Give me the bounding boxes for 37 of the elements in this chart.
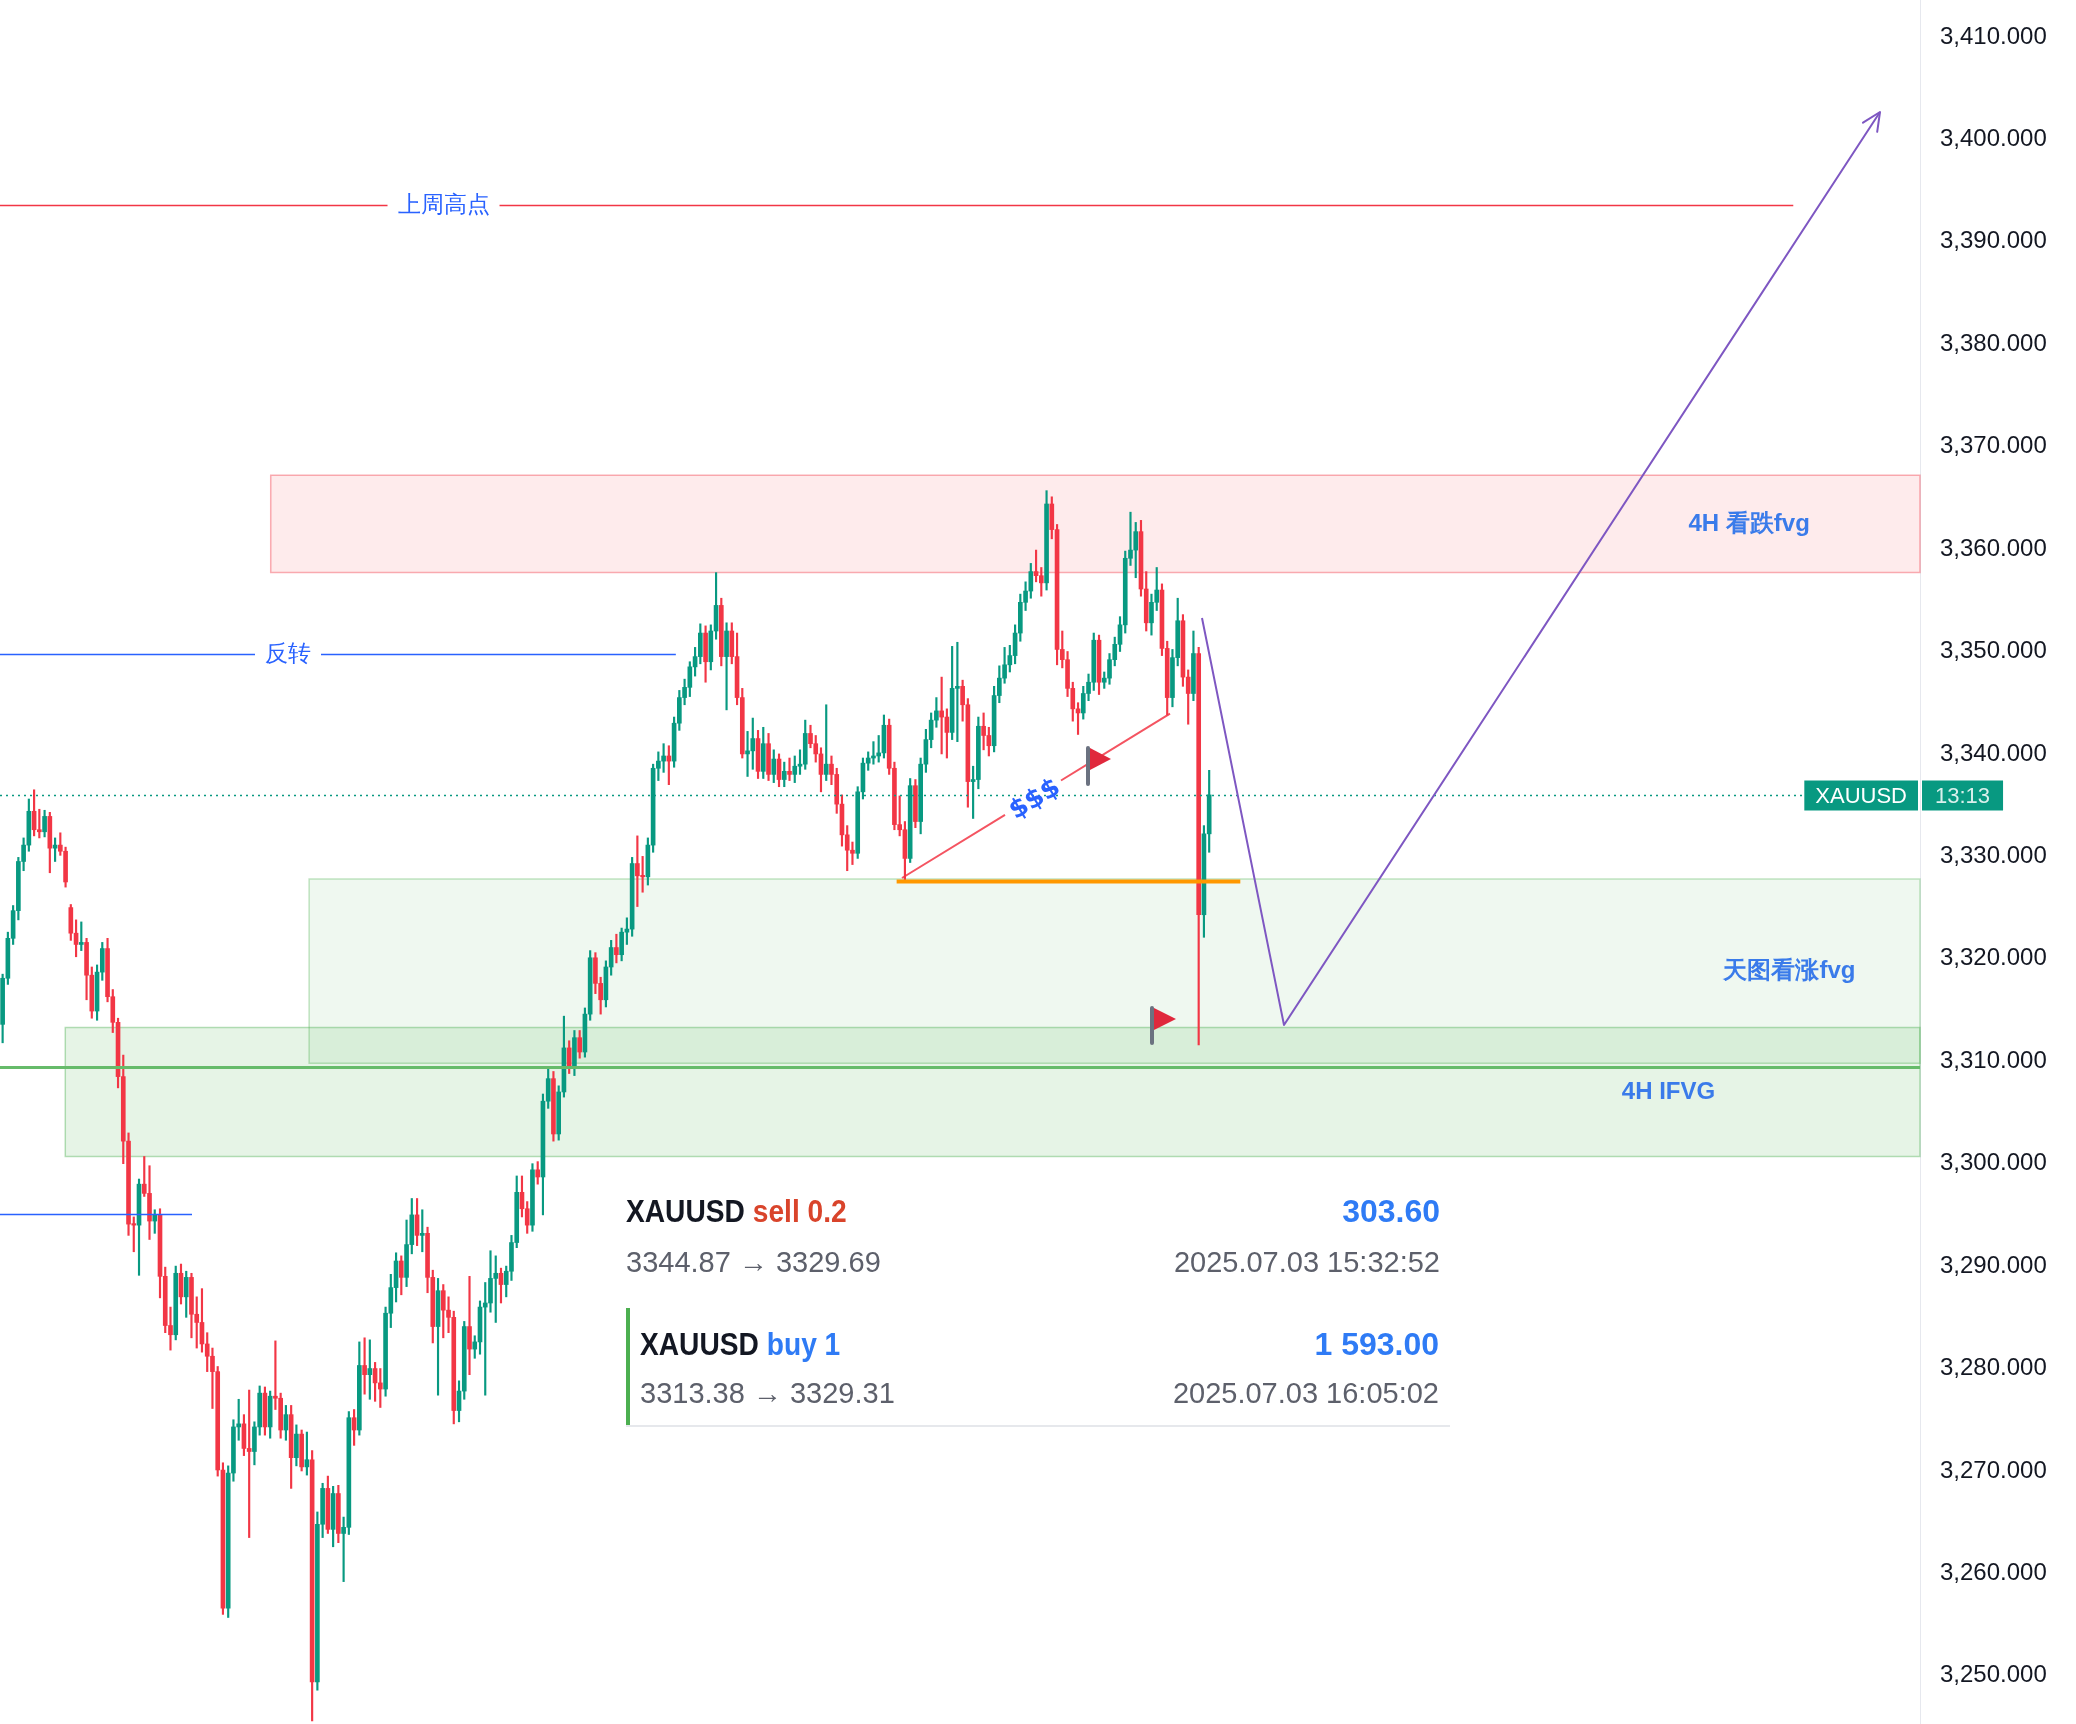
y-tick-label: 3,250.000 (1940, 1660, 2047, 1688)
annotation: 1 593.00 (1314, 1326, 1439, 1362)
ref-line-label: 反转 (265, 640, 311, 667)
candlestick (724, 622, 729, 711)
y-tick-label: 3,320.000 (1940, 943, 2047, 971)
y-tick-label: 3,390.000 (1940, 226, 2047, 254)
annotation: 2025.07.03 16:05:02 (1172, 1376, 1439, 1409)
band-label: 天图看涨fvg (1722, 955, 1856, 983)
y-tick-label: 3,360.000 (1940, 533, 2047, 561)
y-tick-label: 3,400.000 (1940, 123, 2047, 151)
y-tick-label: 3,380.000 (1940, 328, 2047, 356)
ref-line-label: XAUUSD (1815, 782, 1907, 808)
y-tick-label: 3,280.000 (1940, 1353, 2047, 1381)
annotation: XAUUSD sell 0.2 (626, 1193, 847, 1229)
y-tick-label: 3,330.000 (1940, 840, 2047, 868)
y-tick-label: 3,310.000 (1940, 1045, 2047, 1073)
candlestick (467, 1276, 472, 1376)
candlestick (787, 757, 792, 781)
annotation: XAUUSD buy 1 (640, 1326, 841, 1362)
annotation: 3344.87 → 3329.69 (626, 1245, 881, 1278)
text: 13:13 (1935, 782, 1991, 808)
y-tick-label: 3,270.000 (1940, 1455, 2047, 1483)
y-tick-label: 3,340.000 (1940, 738, 2047, 766)
annotation: $$$ (1003, 771, 1065, 825)
y-tick-label: 3,290.000 (1940, 1250, 2047, 1278)
ref-line-label: 上周高点 (397, 191, 490, 218)
y-tick-label: 3,260.000 (1940, 1558, 2047, 1586)
candlestick (246, 1389, 252, 1538)
y-tick-label: 3,410.000 (1940, 21, 2047, 49)
annotation: 3313.38 → 3329.31 (640, 1376, 895, 1409)
y-tick-label: 3,370.000 (1940, 431, 2047, 459)
y-tick-label: 3,300.000 (1940, 1148, 2047, 1176)
annotation: 2025.07.03 15:32:52 (1173, 1245, 1440, 1278)
band-label: 4H IFVG (1621, 1076, 1716, 1104)
y-tick-label: 3,350.000 (1940, 636, 2047, 664)
annotation: 303.60 (1342, 1193, 1440, 1229)
band-label: 4H 看跌fvg (1688, 508, 1810, 536)
